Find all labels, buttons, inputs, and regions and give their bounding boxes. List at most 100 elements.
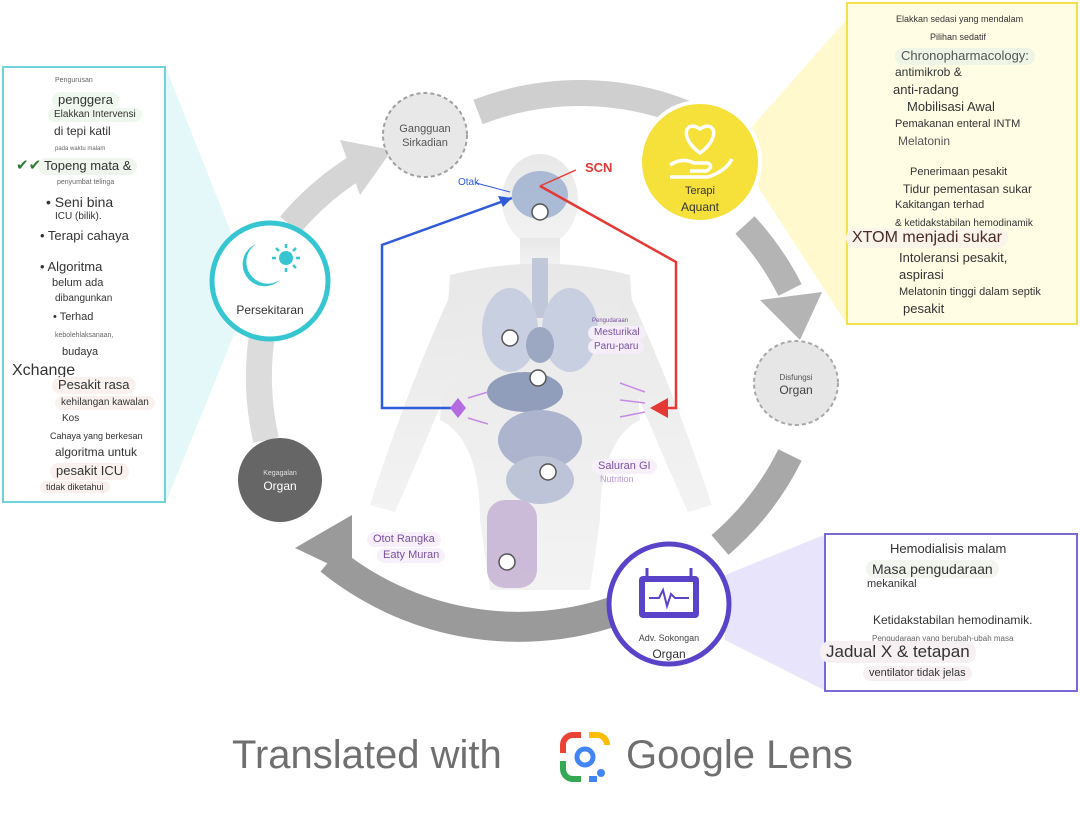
therapy-node: Terapi Aquant — [640, 102, 760, 222]
left-panel — [2, 66, 166, 503]
environment-node: Persekitaran — [212, 223, 328, 339]
right-top-r6: Mobilisasi Awal — [907, 99, 995, 114]
monitor-icon — [639, 568, 699, 618]
left-r20: Kos — [62, 413, 80, 424]
gi-label-2: Nutrition — [600, 474, 634, 484]
left-r3: Elakkan Intervensi — [48, 108, 142, 122]
right-top-r16: Melatonin tinggi dalam septik — [899, 286, 1041, 298]
right-top-r5: anti-radang — [893, 82, 959, 97]
left-panel-connector — [166, 68, 238, 502]
left-r8: • Seni bina — [46, 194, 114, 210]
left-r6: Topeng mata & — [38, 158, 138, 175]
right-bottom-r7: ventilator tidak jelas — [863, 666, 972, 681]
left-r16: budaya — [62, 346, 99, 358]
right-top-r3: Chronopharmacology: — [895, 48, 1035, 65]
right-bottom-r1: Hemodialisis malam — [890, 541, 1007, 556]
failure-line1: Kegagalan — [263, 470, 297, 477]
dysfunction-node: Disfungsi Organ — [754, 341, 838, 425]
support-line1: Adv. Sokongan — [638, 633, 700, 643]
circadian-line2: Sirkadian — [402, 137, 448, 149]
circadian-node: Gangguan Sirkadian — [383, 93, 467, 177]
right-top-r4: antimikrob & — [895, 65, 962, 79]
dysfunction-line2: Organ — [779, 383, 813, 397]
footer-translated: Translated with — [232, 733, 502, 777]
left-r24: tidak diketahui — [40, 481, 110, 494]
arrow-environment-to-circadian — [280, 153, 367, 234]
left-r1: Pengurusan — [55, 77, 93, 84]
lungs-small-label: Pengudaraan — [592, 318, 629, 324]
footer: Translated with Google Lens — [0, 733, 1080, 783]
right-top-r14: Intoleransi pesakit, — [899, 250, 1008, 265]
arrow-therapy-to-dysfunction — [735, 216, 802, 297]
arrowhead-dysfunction — [760, 292, 822, 340]
environment-node-shape — [209, 220, 331, 342]
arrow-failure-to-environment — [245, 333, 279, 443]
right-top-r1: Elakkan sedasi yang mendalam — [896, 14, 1024, 24]
left-r11: • Algoritma — [40, 259, 103, 274]
left-r13: dibangunkan — [55, 293, 113, 304]
right-bottom-r2: Masa pengudaraan — [866, 560, 999, 579]
brain-label: Otak — [458, 177, 480, 188]
lungs-label-1: Mesturikal — [588, 326, 646, 340]
right-top-r8: Melatonin — [898, 134, 951, 148]
muscle-label-1: Otot Rangka — [367, 532, 441, 547]
failure-line2: Organ — [263, 479, 297, 493]
red-arrowhead — [650, 398, 668, 418]
arrow-dysfunction-to-support — [711, 449, 802, 555]
lungs-label-2: Paru-paru — [588, 340, 645, 354]
clock-icons — [498, 203, 557, 571]
right-bottom-r6: Jadual X & tetapan — [820, 641, 976, 663]
left-r15: kebolehlaksanaan, — [55, 332, 114, 339]
scn-label: SCN — [585, 160, 613, 175]
right-top-r11: Kakitangan terhad — [895, 199, 985, 211]
lavender-marker — [450, 398, 466, 418]
left-r22: algoritma untuk — [55, 445, 138, 459]
left-r5: pada waktu malam — [55, 146, 106, 152]
therapy-line2: Aquant — [680, 200, 720, 214]
right-top-panel — [846, 2, 1078, 325]
lavender-lines — [467, 382, 646, 425]
google-lens-icon — [560, 732, 610, 782]
right-bottom-r3: mekanikal — [867, 578, 917, 590]
arrow-circadian-to-therapy — [473, 80, 696, 128]
right-top-r17: pesakit — [903, 301, 945, 316]
environment-label: Persekitaran — [236, 303, 304, 317]
left-r2: penggera — [52, 92, 119, 109]
left-check-icon: ✔✔ — [16, 157, 42, 174]
left-r14: • Terhad — [53, 311, 94, 323]
arrowhead-circadian — [340, 140, 392, 195]
left-r19: kehilangan kawalan — [55, 396, 155, 410]
dysfunction-line1: Disfungsi — [779, 373, 813, 382]
left-r7: penyumbat telinga — [57, 179, 115, 186]
failure-node: Kegagalan Organ — [238, 438, 322, 522]
right-bottom-panel-connector — [725, 535, 824, 690]
support-line2: Organ — [652, 647, 686, 661]
right-top-r2: Pilihan sedatif — [930, 32, 987, 42]
support-node: Adv. Sokongan Organ — [609, 544, 729, 664]
circadian-node-shape — [382, 92, 468, 178]
heart-hand-icon — [669, 124, 734, 179]
right-top-r7: Pemakanan enteral INTM — [895, 118, 1021, 130]
right-top-panel-connector — [740, 20, 846, 323]
right-top-r10: Tidur pementasan sukar — [903, 182, 1032, 196]
right-bottom-r4: Ketidakstabilan hemodinamik. — [873, 613, 1033, 627]
right-bottom-panel — [824, 533, 1078, 692]
left-r23: pesakit ICU — [50, 463, 130, 480]
right-top-r12: & ketidakstabilan hemodinamik — [895, 218, 1033, 229]
left-r10: • Terapi cahaya — [40, 228, 129, 243]
dysfunction-node-shape — [753, 340, 839, 426]
blue-pathway — [380, 196, 513, 410]
arrowhead-failure — [295, 515, 352, 575]
muscle-label-2: Eaty Muran — [377, 548, 446, 563]
footer-brand: Google Lens — [626, 733, 853, 777]
left-r4: di tepi katil — [54, 124, 111, 138]
right-top-r13: XTOM menjadi sukar — [846, 228, 1008, 249]
right-bottom-r5: Pengudaraan yang berubah-ubah masa — [872, 634, 1014, 643]
left-r9: ICU (bilik). — [55, 211, 102, 222]
arrow-support-to-failure — [320, 548, 617, 642]
left-r12: belum ada — [52, 277, 104, 289]
moon-sun-icon — [242, 244, 300, 287]
right-top-r9: Penerimaan pesakit — [910, 166, 1008, 178]
left-r17: Xchange — [6, 361, 82, 382]
failure-node-shape — [238, 438, 322, 522]
